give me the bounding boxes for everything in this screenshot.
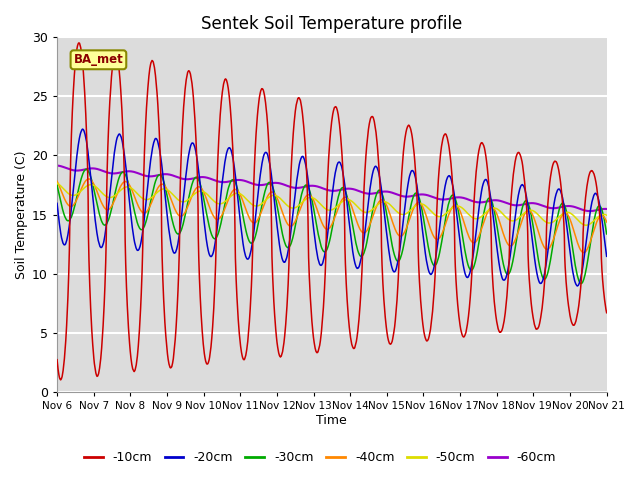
Text: BA_met: BA_met [74,53,124,66]
Legend: -10cm, -20cm, -30cm, -40cm, -50cm, -60cm: -10cm, -20cm, -30cm, -40cm, -50cm, -60cm [79,446,561,469]
Y-axis label: Soil Temperature (C): Soil Temperature (C) [15,150,28,279]
Title: Sentek Soil Temperature profile: Sentek Soil Temperature profile [201,15,463,33]
X-axis label: Time: Time [316,414,348,427]
